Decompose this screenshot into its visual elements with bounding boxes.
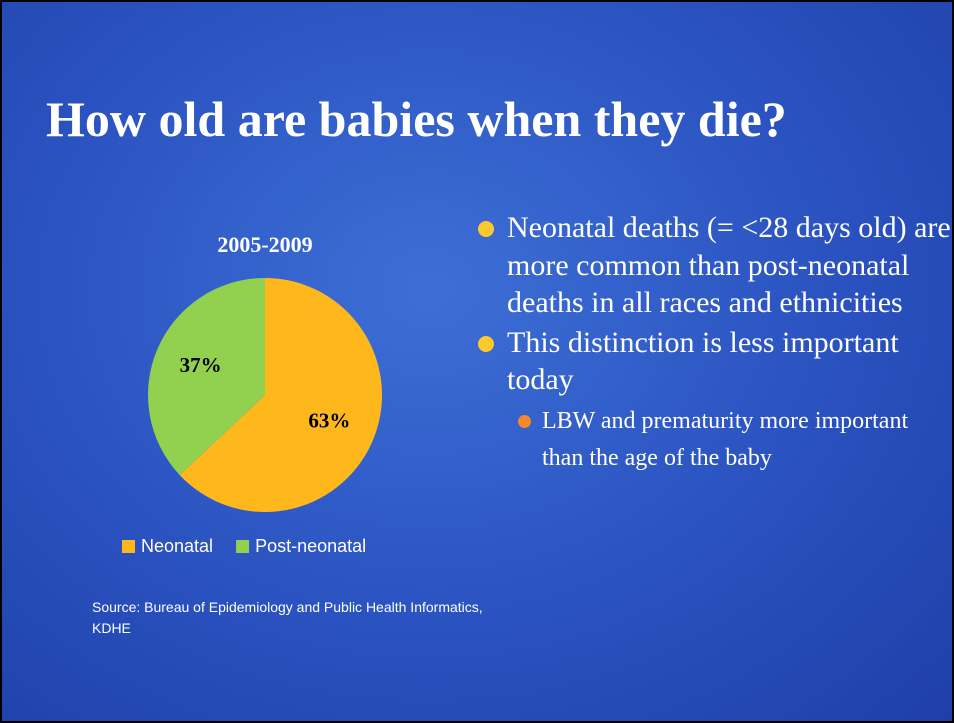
chart-title: 2005-2009 bbox=[217, 232, 312, 257]
data-label: 37% bbox=[180, 353, 222, 377]
legend-label: Post-neonatal bbox=[255, 536, 366, 556]
source-note: Source: Bureau of Epidemiology and Publi… bbox=[92, 599, 483, 636]
bullet: Neonatal deaths (= <28 days old) are mor… bbox=[478, 209, 954, 322]
pie-slice bbox=[147, 278, 265, 476]
chart: 2005-2009 63% 37% Neonatal Post-neonatal bbox=[122, 232, 382, 556]
legend-label: Neonatal bbox=[141, 536, 213, 556]
slide-title: How old are babies when they die? bbox=[46, 91, 787, 147]
legend-swatch bbox=[236, 540, 250, 553]
data-label: 63% bbox=[308, 409, 350, 433]
pie-slice bbox=[179, 278, 382, 512]
bullet: This distinction is less important today bbox=[478, 324, 954, 399]
bullet-list: Neonatal deaths (= <28 days old) are mor… bbox=[478, 209, 954, 477]
sub-bullet: LBW and prematurity more important than … bbox=[518, 403, 950, 477]
legend-swatch bbox=[122, 540, 135, 553]
